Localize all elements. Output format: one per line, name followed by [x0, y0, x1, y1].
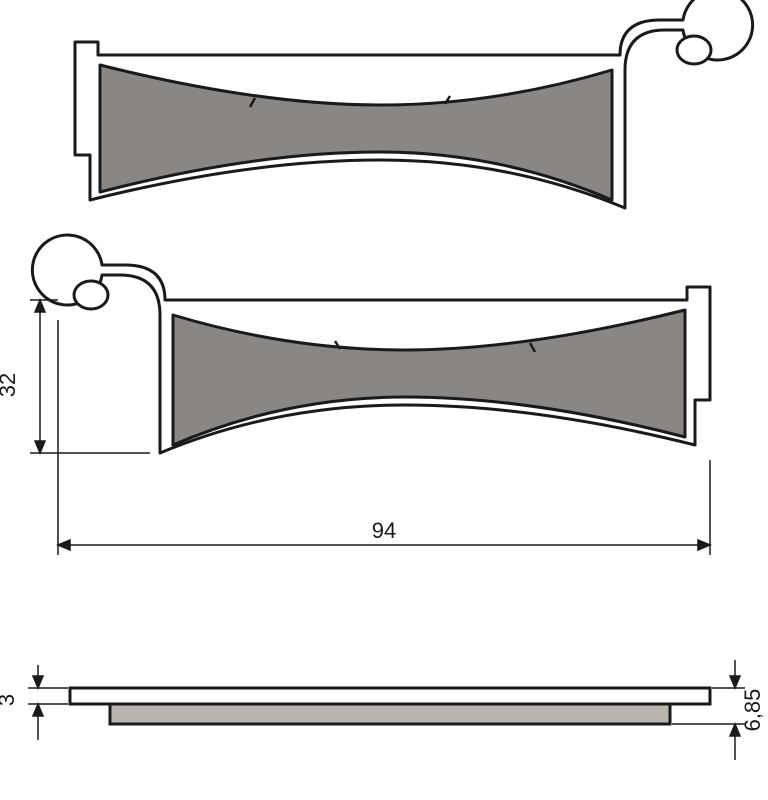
dim-total-thickness-value: 6,85 — [740, 689, 765, 732]
dimension-total-thickness — [672, 660, 745, 760]
dim-plate-thickness-value: 3 — [0, 694, 19, 706]
drawing-svg: 32 94 3 6,85 — [0, 0, 768, 800]
dimension-height — [30, 300, 150, 453]
brake-pad-bottom — [32, 235, 710, 453]
pad-bottom-hole — [74, 281, 108, 309]
dimension-plate-thickness — [28, 665, 68, 740]
dim-height-value: 32 — [0, 373, 20, 397]
pad-top-hole — [677, 36, 711, 64]
technical-drawing: 32 94 3 6,85 — [0, 0, 768, 800]
side-view — [70, 688, 710, 724]
dim-width-value: 94 — [372, 518, 396, 543]
brake-pad-top — [75, 0, 753, 208]
